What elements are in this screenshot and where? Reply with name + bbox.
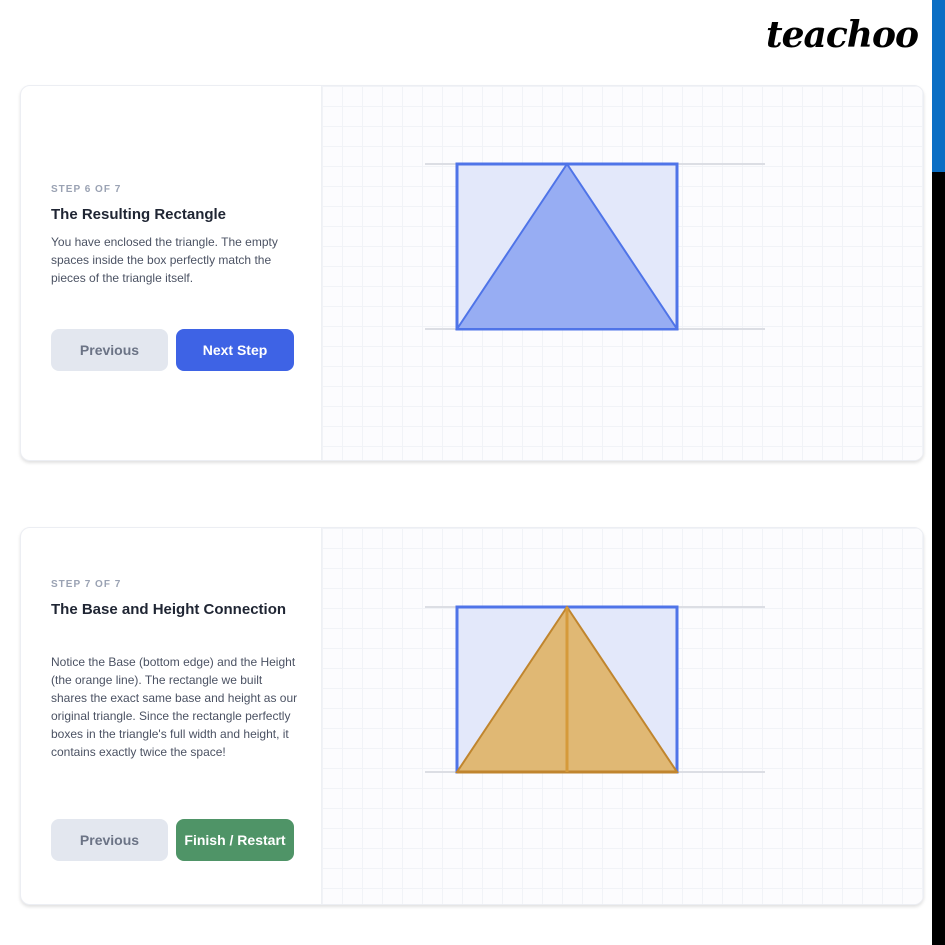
geometry-canvas — [322, 86, 923, 460]
step-indicator: STEP 7 OF 7 — [51, 579, 122, 590]
finish-restart-button[interactable]: Finish / Restart — [176, 819, 294, 861]
previous-button[interactable]: Previous — [51, 819, 168, 861]
next-step-button[interactable]: Next Step — [176, 329, 294, 371]
step-card-7: STEP 7 OF 7 The Base and Height Connecti… — [20, 527, 924, 905]
step-card-6: STEP 6 OF 7 The Resulting Rectangle You … — [20, 85, 924, 461]
info-panel: STEP 7 OF 7 The Base and Height Connecti… — [21, 528, 322, 904]
triangle — [455, 162, 679, 330]
previous-button[interactable]: Previous — [51, 329, 168, 371]
geometry-canvas — [322, 528, 923, 904]
scrollbar-track — [932, 172, 945, 945]
teachoo-logo: teachoo — [766, 14, 919, 56]
step-title: The Resulting Rectangle — [51, 206, 227, 223]
figure — [425, 605, 765, 774]
scrollbar-accent — [932, 0, 945, 172]
figure — [425, 162, 765, 331]
info-panel: STEP 6 OF 7 The Resulting Rectangle You … — [21, 86, 322, 460]
step-title: The Base and Height Connection — [51, 601, 287, 618]
step-description: You have enclosed the triangle. The empt… — [51, 235, 278, 285]
step-indicator: STEP 6 OF 7 — [51, 184, 122, 195]
step-description: Notice the Base (bottom edge) and the He… — [51, 655, 298, 759]
